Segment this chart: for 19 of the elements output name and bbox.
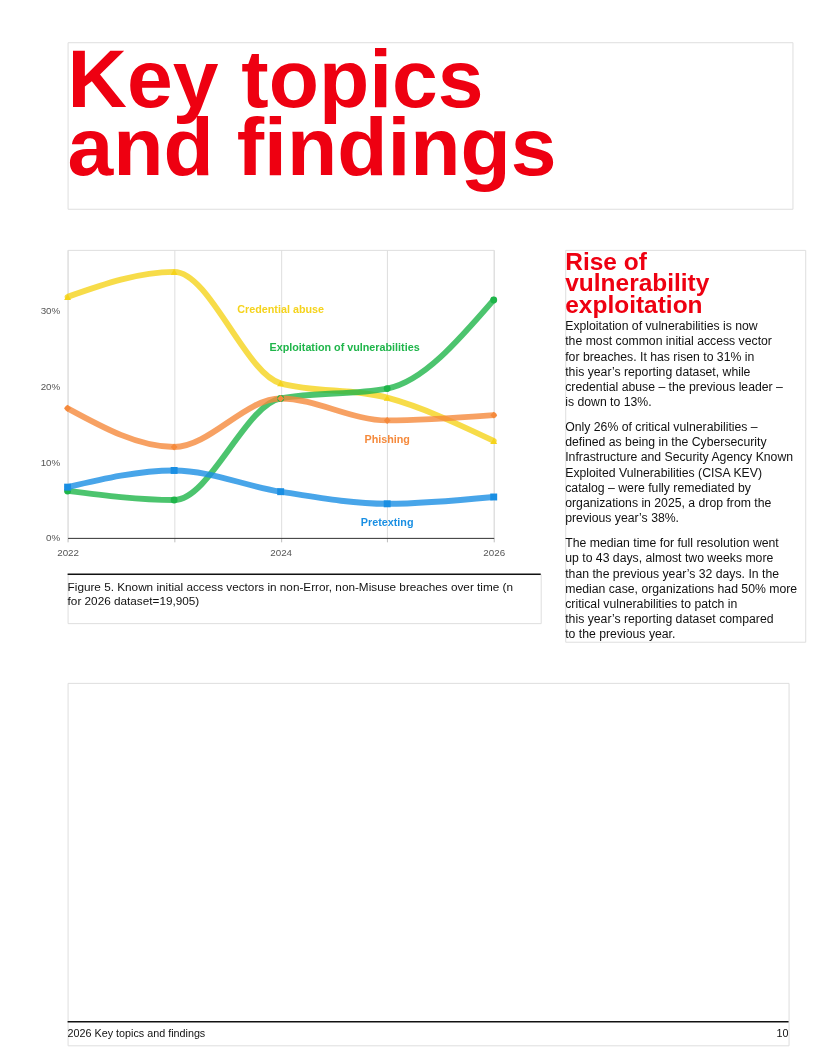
text: Only 26% of critical vulnerabilities – defined as being in the Cybersecurity Infrastructure and Security Agency Known Exploited Vulnerabilities (CISA KEV) catalog – were fully remediated by organizations in 2025, a drop from the previous year’s 38%. bbox=[565, 420, 794, 526]
text: Rise of vulnerability exploitation bbox=[565, 247, 710, 318]
y-tick-label: 20% bbox=[40, 380, 61, 392]
caption: Figure 5. Known initial access vectors in non-Error, non-Misuse breaches over time (n for 2026 dataset=19,905) bbox=[67, 579, 513, 607]
text: Exploitation of vulnerabilities is now the most common initial access vector for breaches. It has risen to 31% in this year’s reporting dataset, while credential abuse – the previous leader – is down to 13%. bbox=[565, 319, 784, 410]
y-tick-label: 30% bbox=[40, 304, 61, 316]
series-label: Pretexting bbox=[360, 516, 414, 529]
x-tick-label: 2024 bbox=[270, 547, 293, 559]
x-tick-label: 2026 bbox=[483, 547, 506, 559]
series-label: Credential abuse bbox=[237, 303, 325, 316]
chart-title: Key topics and findings bbox=[67, 32, 557, 193]
text: 10 bbox=[776, 1026, 789, 1039]
y-tick-label: 10% bbox=[40, 456, 61, 468]
series-label: Exploitation of vulnerabilities bbox=[269, 341, 420, 354]
text: The median time for full resolution went up to 43 days, almost two weeks more than the previous year’s 32 days. In the median case, organizations had 50% more critical vulnerabilities to patch in this year’s reporting dataset compared to the previous year. bbox=[565, 536, 798, 642]
x-tick-label: 2022 bbox=[57, 547, 79, 559]
series-label: Phishing bbox=[364, 433, 410, 446]
text: 2026 Key topics and findings bbox=[67, 1026, 206, 1039]
y-tick-label: 0% bbox=[46, 532, 61, 544]
